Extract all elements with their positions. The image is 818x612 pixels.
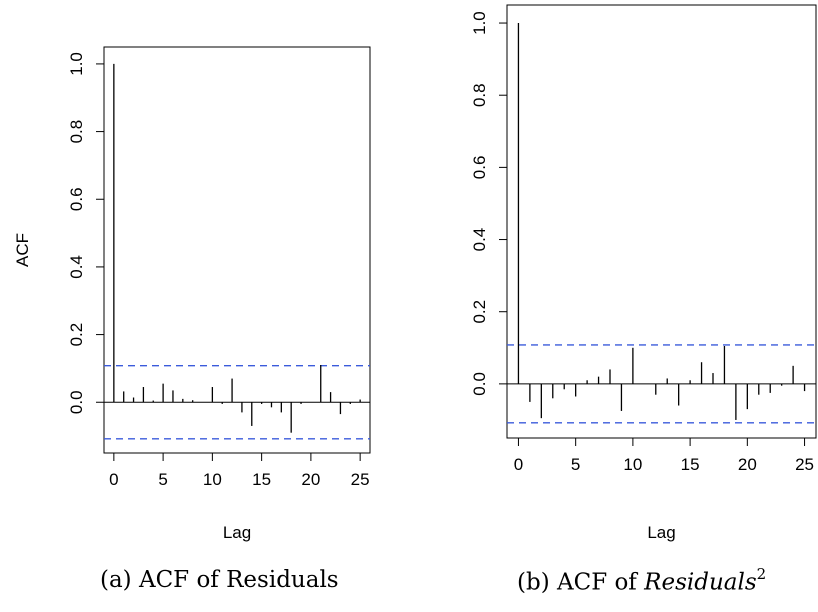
panel-b-y-tick-label: 1.0	[470, 11, 489, 35]
panel-b-y-tick-label: 0.0	[470, 372, 489, 396]
panel-b-plot-frame	[506, 4, 817, 439]
panel-b-x-tick-label: 15	[681, 455, 700, 474]
panel-a-x-tick-label: 25	[351, 470, 370, 489]
panel-a-y-tick-label: 0.2	[67, 323, 86, 347]
panel-b-x-tick-label: 0	[514, 455, 523, 474]
panel-b-x-tick-label: 10	[623, 455, 642, 474]
caption-b: (b) ACF of Residuals2	[517, 565, 767, 596]
panel-a-x-tick-label: 5	[158, 470, 167, 489]
panel-a-y-tick-label: 0.0	[67, 390, 86, 414]
panel-a-x-axis-label: Lag	[223, 523, 251, 542]
caption-a: (a) ACF of Residuals	[100, 567, 339, 593]
panel-b-x-axis-label: Lag	[647, 523, 675, 542]
panel-a-x-tick-label: 10	[203, 470, 222, 489]
panel-b-x-tick-label: 20	[738, 455, 757, 474]
panel-a-x-tick-label: 0	[109, 470, 118, 489]
panel-b-y-tick-label: 0.2	[470, 300, 489, 324]
panel-a-y-tick-label: 0.4	[67, 255, 86, 279]
panel-a-y-tick-label: 1.0	[67, 52, 86, 76]
panel-a-x-tick-label: 20	[301, 470, 320, 489]
panel-a-y-tick-label: 0.8	[67, 120, 86, 144]
panel-b-y-tick-label: 0.6	[470, 156, 489, 180]
caption-b-prefix: (b) ACF of	[517, 569, 645, 596]
panel-a-y-axis-label: ACF	[13, 233, 32, 267]
caption-b-superscript: 2	[756, 565, 767, 583]
panel-b-x-tick-label: 5	[571, 455, 580, 474]
panel-a-y-tick-label: 0.6	[67, 187, 86, 211]
panel-a-plot-frame	[103, 46, 371, 454]
panel-b-y-tick-label: 0.4	[470, 228, 489, 252]
caption-b-math: Residuals	[644, 569, 757, 596]
panel-b-y-tick-label: 0.8	[470, 83, 489, 107]
panel-b-x-tick-label: 25	[795, 455, 814, 474]
panel-a-x-tick-label: 15	[252, 470, 271, 489]
caption-a-text: (a) ACF of Residuals	[100, 567, 339, 593]
